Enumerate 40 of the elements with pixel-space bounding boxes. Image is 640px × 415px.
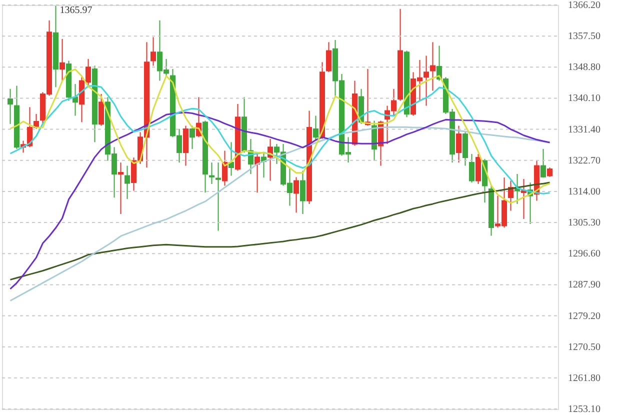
candlestick [228, 142, 234, 176]
candlestick [424, 55, 429, 106]
y-tick-label: 1296.60 [568, 248, 600, 260]
y-tick-label: 1340.10 [568, 93, 600, 104]
candlestick [118, 162, 124, 214]
candlestick [456, 125, 462, 164]
y-tick-label: 1331.40 [568, 124, 600, 136]
candlestick [8, 88, 13, 124]
candlestick [469, 153, 474, 184]
y-tick-label: 1357.50 [568, 31, 600, 42]
y-tick-label: 1314.00 [568, 186, 600, 198]
candlestick [326, 42, 332, 73]
y-tick-label: 1261.80 [568, 372, 600, 384]
candlestick [216, 162, 221, 232]
candlestick [476, 153, 481, 184]
candlestick [150, 36, 156, 66]
candlestick [300, 170, 306, 214]
annotation: 1365.97 [60, 4, 92, 16]
candlestick [183, 125, 188, 166]
candlestick [190, 125, 195, 150]
candlestick [60, 38, 65, 82]
candlestick [209, 162, 214, 184]
y-tick-label: 1366.20 [568, 0, 600, 11]
y-tick-label: 1322.70 [568, 155, 600, 166]
candlestick [540, 148, 546, 178]
y-tick-label: 1348.80 [568, 62, 600, 74]
line-series [10, 182, 550, 280]
candlestick [430, 42, 436, 92]
candlestick [124, 165, 130, 200]
candlestick [98, 93, 104, 126]
candlestick [313, 115, 318, 142]
y-tick-label: 1287.90 [568, 280, 600, 291]
candlestick [547, 167, 552, 178]
candlestick [254, 152, 260, 194]
candlestick [294, 176, 299, 214]
candlestick [462, 132, 468, 166]
y-tick-label: 1270.50 [568, 342, 600, 353]
y-tick-label: 1305.30 [568, 218, 600, 229]
y-tick-label: 1279.20 [568, 310, 600, 322]
y-tick-label: 1253.10 [568, 404, 600, 415]
